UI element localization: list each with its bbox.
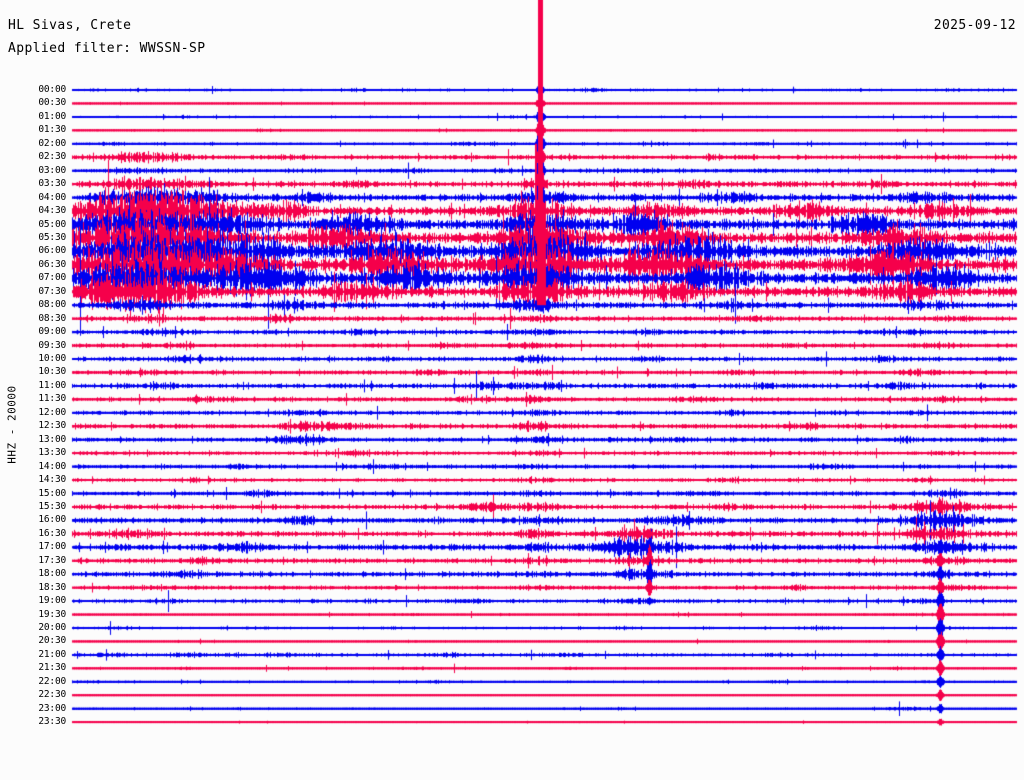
y-tick-label: 07:30 <box>38 285 66 297</box>
y-tick-label: 11:30 <box>38 393 66 405</box>
y-tick-label: 05:00 <box>38 218 66 230</box>
y-tick-label: 03:30 <box>38 178 66 190</box>
y-tick-label: 20:30 <box>38 635 66 647</box>
y-tick-label: 05:30 <box>38 231 66 243</box>
y-tick-label: 01:00 <box>38 110 66 122</box>
y-tick-label: 09:00 <box>38 326 66 338</box>
y-tick-label: 08:30 <box>38 312 66 324</box>
y-tick-label: 22:30 <box>38 689 66 701</box>
y-tick-label: 04:30 <box>38 205 66 217</box>
y-tick-label: 00:00 <box>38 84 66 95</box>
y-tick-label: 01:30 <box>38 124 66 136</box>
station-title: HL Sivas, Crete <box>8 18 132 33</box>
y-tick-label: 07:00 <box>38 272 66 284</box>
y-tick-label: 10:30 <box>38 366 66 378</box>
y-tick-label: 10:00 <box>38 353 66 364</box>
y-tick-label: 19:00 <box>38 595 66 607</box>
y-tick-label: 08:00 <box>38 299 66 311</box>
y-tick-label: 04:00 <box>38 191 66 203</box>
y-tick-label: 17:00 <box>38 541 66 553</box>
y-tick-label: 03:00 <box>38 164 66 176</box>
y-tick-label: 21:30 <box>38 662 66 674</box>
y-tick-label: 13:30 <box>38 447 66 459</box>
header-right-block: 2025-09-12 <box>934 18 1016 33</box>
y-tick-label: 00:30 <box>38 97 66 109</box>
y-tick-label: 20:00 <box>38 622 66 633</box>
y-tick-label: 15:00 <box>38 487 66 499</box>
record-date: 2025-09-12 <box>933 18 1016 33</box>
y-tick-label: 16:00 <box>38 514 66 526</box>
filter-label: Applied filter: WWSSN-SP <box>8 41 206 56</box>
y-tick-label: 13:00 <box>38 433 66 445</box>
y-tick-label: 11:00 <box>38 379 66 391</box>
y-tick-label: 18:30 <box>38 581 66 593</box>
y-tick-label: 17:30 <box>38 554 66 566</box>
y-tick-label: 06:00 <box>38 245 66 257</box>
y-tick-label: 19:30 <box>38 608 66 620</box>
y-tick-label: 14:00 <box>38 460 66 472</box>
y-tick-label: 21:00 <box>38 648 66 660</box>
y-tick-label: 22:00 <box>38 675 66 687</box>
y-tick-label: 16:30 <box>38 527 66 539</box>
y-tick-label: 09:30 <box>38 339 66 351</box>
y-tick-label: 12:00 <box>38 406 66 418</box>
header-left-block: HL Sivas, Crete Applied filter: WWSSN-SP <box>8 18 205 56</box>
y-tick-label: 12:30 <box>38 420 66 432</box>
y-tick-label: 23:00 <box>38 702 66 714</box>
y-tick-label: 02:00 <box>38 137 66 149</box>
y-tick-label: 23:30 <box>38 716 66 728</box>
y-axis-tick-labels: 00:00 00:30 01:00 01:30 02:00 02:30 03:00 03:30… <box>0 0 70 780</box>
y-tick-label: 02:30 <box>38 151 66 163</box>
y-tick-label: 18:00 <box>38 568 66 580</box>
y-tick-label: 06:30 <box>38 258 66 270</box>
y-tick-label: 14:30 <box>38 474 66 486</box>
y-tick-label: 15:30 <box>38 500 66 512</box>
